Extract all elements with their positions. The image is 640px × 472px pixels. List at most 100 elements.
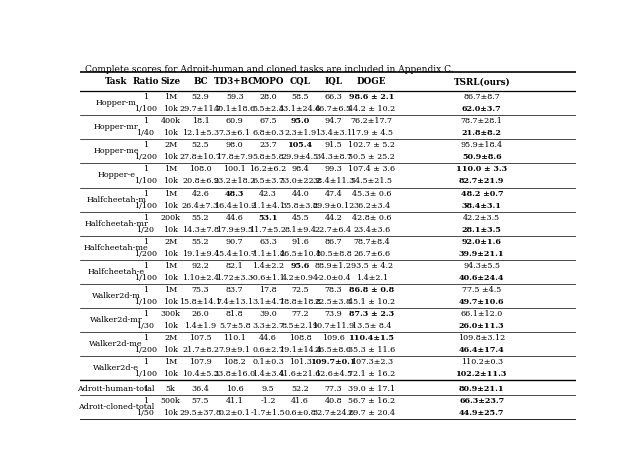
Text: 29.7 ± 20.4: 29.7 ± 20.4 — [348, 409, 396, 417]
Text: 1: 1 — [143, 93, 148, 101]
Text: 1/100: 1/100 — [134, 298, 157, 306]
Text: 10k: 10k — [163, 409, 179, 417]
Text: BC: BC — [193, 77, 208, 86]
Text: 1/30: 1/30 — [136, 322, 154, 330]
Text: 400k: 400k — [161, 117, 180, 125]
Text: 33.0±22.2: 33.0±22.2 — [279, 177, 321, 185]
Text: 42.3: 42.3 — [259, 190, 277, 197]
Text: 3.3±2.7: 3.3±2.7 — [252, 322, 284, 330]
Text: 94.3±5.5: 94.3±5.5 — [463, 262, 500, 270]
Text: 34.3±8.7: 34.3±8.7 — [315, 153, 352, 161]
Text: 58.5: 58.5 — [291, 93, 309, 101]
Text: Halfcheetah-mr: Halfcheetah-mr — [84, 219, 148, 228]
Text: 110.1: 110.1 — [223, 334, 246, 342]
Text: 1: 1 — [143, 214, 148, 222]
Text: 43.1±24.6: 43.1±24.6 — [279, 105, 321, 113]
Text: 1.72±3.3: 1.72±3.3 — [216, 274, 253, 282]
Text: 44.9±25.7: 44.9±25.7 — [459, 409, 504, 417]
Text: 10k: 10k — [163, 153, 179, 161]
Text: Halfcheetah-m: Halfcheetah-m — [86, 195, 146, 203]
Text: 12.1±5.3: 12.1±5.3 — [182, 129, 219, 137]
Text: 40.8: 40.8 — [324, 397, 342, 405]
Text: 1: 1 — [143, 334, 148, 342]
Text: 1: 1 — [143, 310, 148, 318]
Text: 42.8± 0.6: 42.8± 0.6 — [352, 214, 392, 222]
Text: 72.1 ± 16.2: 72.1 ± 16.2 — [348, 370, 396, 378]
Text: 98.6 ± 2.1: 98.6 ± 2.1 — [349, 93, 394, 101]
Text: 77.5 ±4.5: 77.5 ±4.5 — [462, 286, 501, 294]
Text: 62.0±3.7: 62.0±3.7 — [462, 105, 502, 113]
Text: 18.8±18.8: 18.8±18.8 — [279, 298, 321, 306]
Text: 56.7 ± 16.2: 56.7 ± 16.2 — [348, 397, 396, 405]
Text: TSRL(ours): TSRL(ours) — [453, 77, 510, 86]
Text: 4.2±0.94: 4.2±0.94 — [282, 274, 319, 282]
Text: 109.8±3.12: 109.8±3.12 — [458, 334, 506, 342]
Text: Hopper-mr: Hopper-mr — [94, 123, 139, 131]
Text: 66.1±12.0: 66.1±12.0 — [461, 310, 503, 318]
Text: 55.2: 55.2 — [192, 238, 209, 246]
Text: 1: 1 — [143, 166, 148, 173]
Text: 100.1: 100.1 — [223, 166, 246, 173]
Text: 35.8±3.8: 35.8±3.8 — [282, 202, 319, 210]
Text: 38.4±3.1: 38.4±3.1 — [462, 202, 502, 210]
Text: 1: 1 — [143, 141, 148, 149]
Text: Halfcheetah-e: Halfcheetah-e — [88, 268, 145, 276]
Text: 107.3±2.3: 107.3±2.3 — [351, 358, 393, 366]
Text: 102.2±11.3: 102.2±11.3 — [456, 370, 508, 378]
Text: 1: 1 — [143, 262, 148, 270]
Text: 10k: 10k — [163, 370, 179, 378]
Text: 91.6: 91.6 — [291, 238, 309, 246]
Text: 6.8±0.3: 6.8±0.3 — [252, 129, 284, 137]
Text: 2M: 2M — [164, 238, 177, 246]
Text: 77.2: 77.2 — [291, 310, 309, 318]
Text: 19.1±14.4: 19.1±14.4 — [279, 346, 321, 354]
Text: 66.3±23.7: 66.3±23.7 — [459, 397, 504, 405]
Text: 87.3 ± 2.3: 87.3 ± 2.3 — [349, 310, 394, 318]
Text: 1/40: 1/40 — [136, 129, 154, 137]
Text: Walker2d-m: Walker2d-m — [92, 292, 141, 300]
Text: 0.6±2.7: 0.6±2.7 — [252, 346, 284, 354]
Text: 29.5±37.8: 29.5±37.8 — [180, 409, 221, 417]
Text: -1.7±1.5: -1.7±1.5 — [251, 409, 285, 417]
Text: 107.5: 107.5 — [189, 334, 212, 342]
Text: 41.1: 41.1 — [226, 397, 244, 405]
Text: 29.9±4.5: 29.9±4.5 — [282, 153, 319, 161]
Text: 81.8: 81.8 — [226, 310, 244, 318]
Text: Walker2d-mr: Walker2d-mr — [90, 316, 143, 324]
Text: 28.0: 28.0 — [259, 93, 276, 101]
Text: 44.6: 44.6 — [226, 214, 244, 222]
Text: 27.8±10.7: 27.8±10.7 — [180, 153, 221, 161]
Text: TD3+BC: TD3+BC — [214, 77, 256, 86]
Text: 78.7±8.4: 78.7±8.4 — [353, 238, 390, 246]
Text: 55.2: 55.2 — [192, 214, 209, 222]
Text: 12.6±4.5: 12.6±4.5 — [315, 370, 352, 378]
Text: 60.9: 60.9 — [226, 117, 244, 125]
Text: 10.4±5.3: 10.4±5.3 — [182, 370, 219, 378]
Text: 15.4±10.7: 15.4±10.7 — [214, 250, 256, 258]
Text: 1: 1 — [143, 397, 148, 405]
Text: 26.0±11.3: 26.0±11.3 — [459, 322, 504, 330]
Text: 67.5: 67.5 — [259, 117, 276, 125]
Text: 75.3: 75.3 — [192, 286, 209, 294]
Text: 45.5: 45.5 — [291, 214, 309, 222]
Text: 18.1: 18.1 — [191, 117, 209, 125]
Text: 200k: 200k — [161, 214, 180, 222]
Text: 46.7±6.5: 46.7±6.5 — [315, 105, 352, 113]
Text: 1.4±2.2: 1.4±2.2 — [252, 262, 284, 270]
Text: 50.5 ± 25.2: 50.5 ± 25.2 — [348, 153, 395, 161]
Text: Size: Size — [161, 77, 181, 86]
Text: 57.5: 57.5 — [192, 397, 209, 405]
Text: 10k: 10k — [163, 226, 179, 234]
Text: 73.9: 73.9 — [324, 310, 342, 318]
Text: CQL: CQL — [290, 77, 310, 86]
Text: 44.2: 44.2 — [324, 214, 342, 222]
Text: 1: 1 — [143, 286, 148, 294]
Text: 1: 1 — [143, 190, 148, 197]
Text: 26.4±7.3: 26.4±7.3 — [182, 202, 219, 210]
Text: 94.7: 94.7 — [324, 117, 342, 125]
Text: Task: Task — [105, 77, 127, 86]
Text: 78.3: 78.3 — [324, 286, 342, 294]
Text: 107.4 ± 3.6: 107.4 ± 3.6 — [348, 166, 396, 173]
Text: IQL: IQL — [324, 77, 342, 86]
Text: 29.7±11.7: 29.7±11.7 — [179, 105, 221, 113]
